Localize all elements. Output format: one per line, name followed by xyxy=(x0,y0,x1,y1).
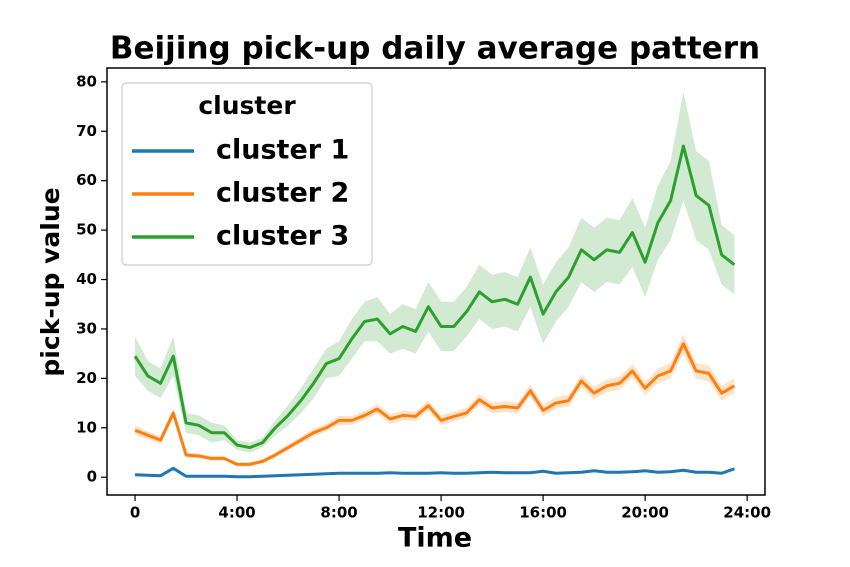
plot-frame xyxy=(106,67,766,496)
y-tick-label: 60 xyxy=(76,171,97,189)
legend: cluster cluster 1 cluster 2 cluster 3 xyxy=(121,82,373,266)
y-tick-label: 30 xyxy=(76,319,97,337)
line xyxy=(134,466,735,479)
x-tick-label: 4:00 xyxy=(218,504,255,522)
x-tick-label: 12:00 xyxy=(417,504,465,522)
chart-title: Beijing pick-up daily average pattern xyxy=(110,31,760,67)
legend-label: cluster 2 xyxy=(216,178,349,209)
legend-title: cluster xyxy=(198,91,296,120)
legend-label: cluster 1 xyxy=(216,135,349,166)
confidence-band xyxy=(135,333,735,467)
x-tick-label: 20:00 xyxy=(621,504,669,522)
legend-label: cluster 3 xyxy=(216,221,349,252)
y-tick-label: 10 xyxy=(76,418,97,436)
legend-box xyxy=(121,82,373,266)
line xyxy=(133,144,736,450)
y-tick-label: 0 xyxy=(87,468,97,486)
x-tick-label: 0 xyxy=(130,504,140,522)
line xyxy=(134,342,736,466)
y-tick-label: 40 xyxy=(76,270,97,288)
y-tick-label: 70 xyxy=(76,122,97,140)
x-tick-label: 16:00 xyxy=(519,504,567,522)
y-tick-label: 20 xyxy=(76,369,97,387)
y-tick-label: 50 xyxy=(76,221,97,239)
x-tick-label: 8:00 xyxy=(320,504,357,522)
y-axis-label: pick-up value xyxy=(36,187,65,376)
confidence-band xyxy=(135,91,735,453)
x-axis-label: Time xyxy=(398,523,472,554)
x-tick-label: 24:00 xyxy=(723,504,771,522)
y-tick-label: 80 xyxy=(76,72,97,90)
